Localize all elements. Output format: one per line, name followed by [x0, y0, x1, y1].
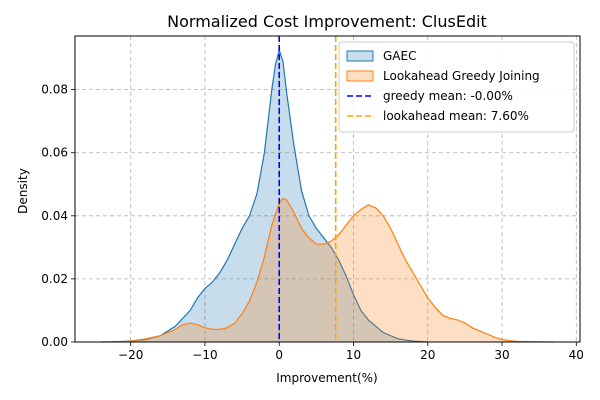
series-line-1: [100, 48, 428, 343]
x-tick-label: 0: [275, 348, 283, 362]
x-axis-label: Improvement(%): [276, 371, 378, 385]
y-tick-label: 0.08: [41, 83, 68, 97]
x-tick-label: 30: [494, 348, 509, 362]
x-tick-label: 20: [420, 348, 435, 362]
series-area-1: [100, 50, 428, 342]
legend-label: Lookahead Greedy Joining: [383, 69, 540, 83]
plot-frame: [74, 35, 581, 343]
y-tick-label: 0.04: [41, 209, 68, 223]
chart-title: Normalized Cost Improvement: ClusEdit: [167, 12, 487, 31]
x-axis-ticks: −20 −10 0 10 20 30 40: [118, 342, 584, 362]
y-tick-label: 0.00: [41, 335, 68, 349]
y-tick-label: 0.06: [41, 146, 68, 160]
legend-swatch: [346, 50, 374, 62]
x-tick-label: −20: [118, 348, 143, 362]
x-tick-label: −10: [192, 348, 217, 362]
y-tick-label: 0.02: [41, 272, 68, 286]
legend: GAEC Lookahead Greedy Joining greedy mean:…: [338, 41, 575, 133]
legend-label: greedy mean: -0.00%: [383, 89, 513, 103]
x-tick-label: 10: [346, 348, 361, 362]
y-axis-ticks: 0.00 0.02 0.04 0.06 0.08: [41, 83, 75, 349]
mean-lines: [278, 36, 337, 342]
legend-label: GAEC: [383, 49, 416, 63]
legend-box: [338, 41, 575, 133]
legend-label: lookahead mean: 7.60%: [383, 109, 529, 123]
x-tick-label: 40: [569, 348, 584, 362]
legend-swatch: [346, 70, 374, 82]
y-axis-label: Density: [16, 168, 30, 214]
